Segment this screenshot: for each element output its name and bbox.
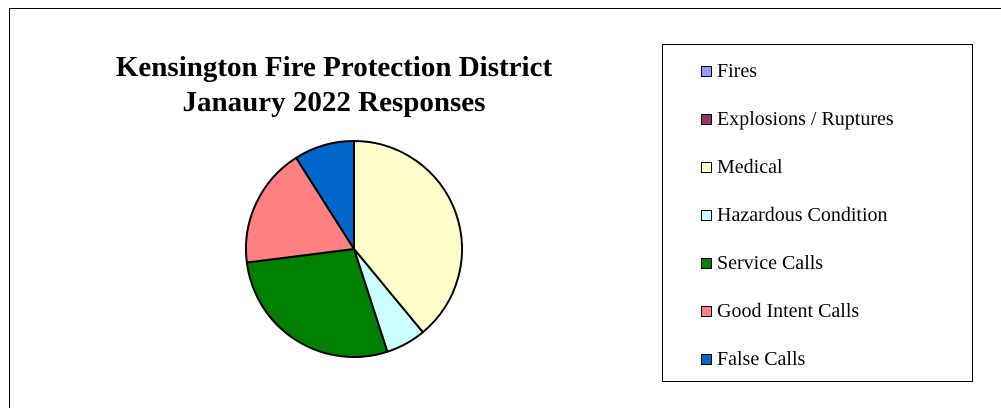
pie-slice-medical: [353, 140, 463, 334]
pie-slices: [245, 140, 463, 358]
legend-item: False Calls: [701, 345, 805, 373]
legend-item: Explosions / Ruptures: [701, 105, 894, 133]
legend-item: Service Calls: [701, 249, 823, 277]
legend-label: Good Intent Calls: [717, 299, 860, 322]
chart-title: Kensington Fire Protection District: [115, 51, 553, 83]
legend-label: Fires: [717, 59, 757, 82]
legend-swatch: [701, 209, 712, 221]
chart-frame: [9, 8, 1001, 408]
legend-label: Hazardous Condition: [717, 203, 888, 226]
legend-item: Fires: [701, 57, 757, 85]
legend-swatch: [701, 257, 712, 269]
pie-slice-false-calls: [295, 140, 355, 250]
legend-label: False Calls: [717, 347, 806, 370]
legend-swatch: [701, 305, 712, 317]
legend-label: Service Calls: [717, 251, 824, 274]
legend-swatch: [701, 353, 712, 365]
legend-label: Medical: [717, 155, 783, 178]
legend-label: Explosions / Ruptures: [717, 107, 894, 130]
legend-swatch: [701, 65, 712, 77]
legend-swatch: [701, 161, 712, 173]
pie-slice-service-calls: [245, 248, 389, 358]
legend-item: Medical: [701, 153, 783, 181]
chart-title-block: Kensington Fire Protection District Jana…: [60, 50, 608, 120]
legend-item: Hazardous Condition: [701, 201, 888, 229]
pie-slice-good-intent-calls: [245, 156, 355, 264]
legend-item: Good Intent Calls: [701, 297, 859, 325]
pie-chart: [245, 140, 463, 358]
chart-legend: Fires Explosions / Ruptures Medical Hazardo…: [662, 44, 973, 382]
legend-swatch: [701, 113, 712, 125]
chart-subtitle: Janaury 2022 Responses: [182, 86, 486, 118]
